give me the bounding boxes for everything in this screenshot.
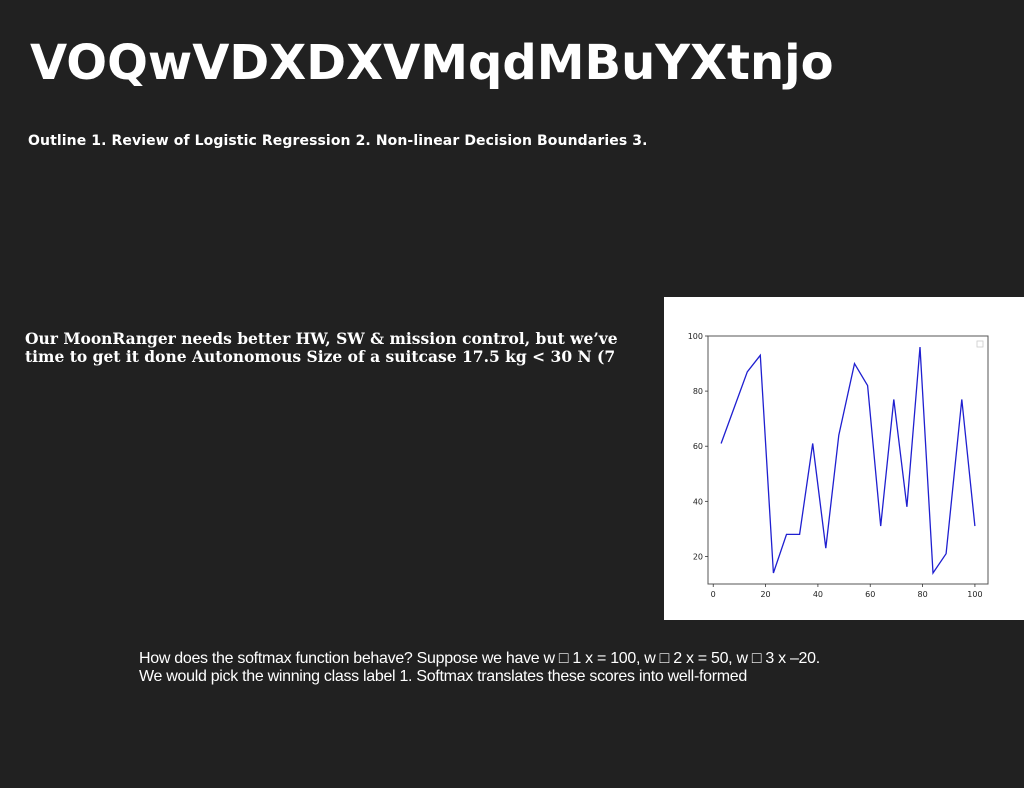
x-tick-label: 80	[917, 590, 927, 599]
y-tick-label: 60	[693, 442, 703, 451]
x-tick-label: 20	[760, 590, 770, 599]
x-tick-label: 40	[813, 590, 823, 599]
y-tick-label: 20	[693, 552, 703, 561]
series-line	[720, 346, 976, 575]
x-tick-label: 0	[711, 590, 716, 599]
y-tick-label: 80	[693, 387, 703, 396]
slide-body-text: Our MoonRanger needs better HW, SW & mis…	[25, 329, 618, 366]
x-tick-label: 100	[967, 590, 982, 599]
chart-plot-frame	[707, 335, 989, 585]
chart-legend-box	[976, 340, 984, 348]
y-tick-label: 40	[693, 497, 703, 506]
slide-caption: How does the softmax function behave? Su…	[139, 650, 820, 685]
slide-title: VOQwVDXDXVMqdMBuYXtnjo	[30, 35, 834, 91]
line-chart-panel: 0 20 40 60 80 100 20 40 60 80 100	[664, 297, 1024, 620]
x-tick-label: 60	[865, 590, 875, 599]
line-chart: 0 20 40 60 80 100 20 40 60 80 100	[688, 332, 989, 599]
slide-subtitle: Outline 1. Review of Logistic Regression…	[28, 133, 648, 149]
y-tick-label: 100	[688, 332, 703, 341]
